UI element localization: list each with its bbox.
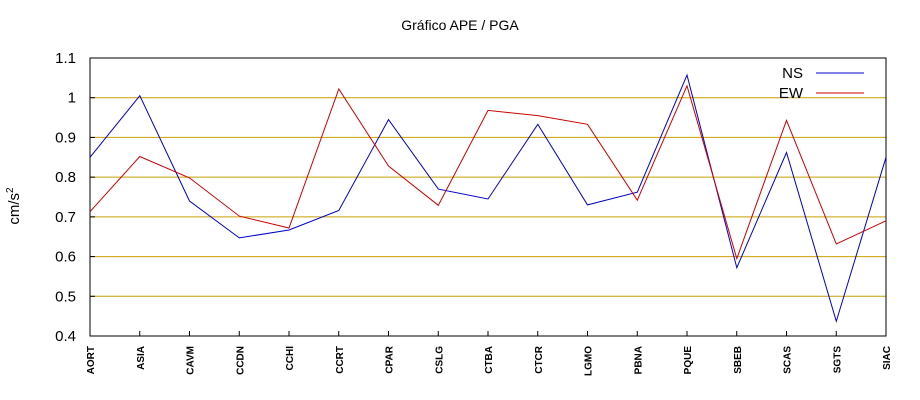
x-tick-label: CCRT [335, 346, 346, 374]
x-tick-label: CTCR [534, 345, 545, 374]
y-tick-label: 1 [68, 90, 76, 107]
series-line-ns [89, 73, 887, 324]
legend-label: NS [782, 65, 803, 82]
y-tick-label: 0.7 [55, 209, 76, 226]
x-tick-label: SCAS [783, 346, 794, 374]
legend-label: EW [779, 85, 804, 102]
x-tick-label: PBNA [633, 346, 644, 374]
x-tick-label: AORT [86, 346, 97, 374]
y-tick-label: 1.1 [55, 50, 76, 67]
x-tick-label: SIAC [882, 346, 893, 370]
x-tick-label: SGTS [832, 346, 843, 374]
x-tick-label: CAVM [186, 346, 197, 375]
x-tick-label: ASIA [136, 346, 147, 370]
x-tick-label: LGMO [584, 346, 595, 376]
y-tick-label: 0.9 [55, 129, 76, 146]
x-tick-label: CSLG [434, 346, 445, 374]
y-tick-label: 0.4 [55, 328, 76, 345]
series-line-ew [89, 84, 887, 261]
y-tick-label: 0.6 [55, 249, 76, 266]
x-tick-label: CCDN [235, 346, 246, 375]
plot-frame [89, 57, 887, 337]
y-tick-label: 0.5 [55, 288, 76, 305]
y-tick-label: 0.8 [55, 169, 76, 186]
x-tick-label: CTBA [484, 346, 495, 374]
chart-title: Gráfico APE / PGA [401, 17, 519, 33]
x-tick-label: CCHI [285, 346, 296, 371]
x-tick-label: PQUE [683, 346, 694, 375]
x-tick-label: SBEB [733, 346, 744, 374]
x-tick-label: CPAR [385, 345, 396, 373]
